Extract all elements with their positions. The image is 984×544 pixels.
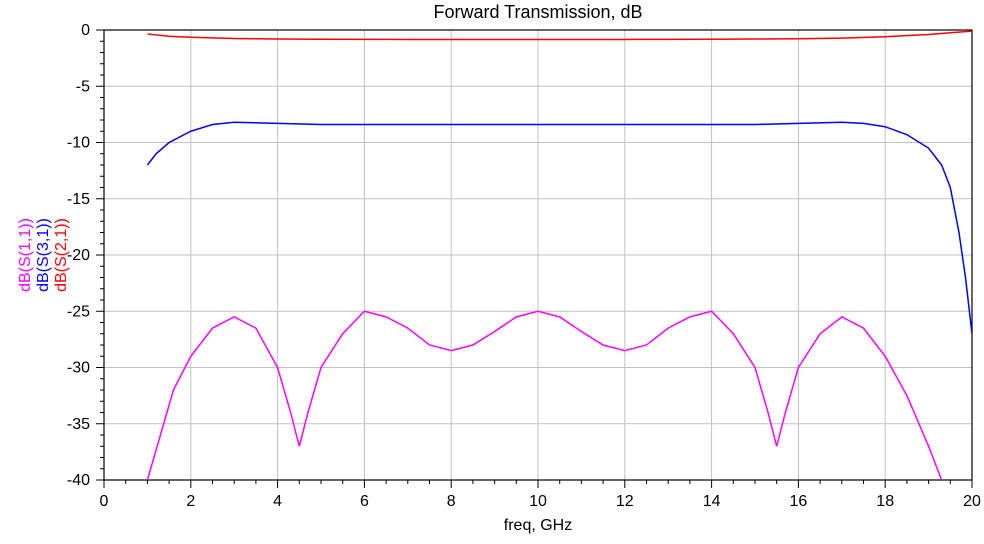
x-tick-label: 16	[790, 493, 808, 510]
y-tick-label: -25	[67, 303, 90, 320]
x-tick-label: 6	[360, 493, 369, 510]
x-tick-label: 14	[703, 493, 721, 510]
chart-container: Forward Transmission, dB 0 2 4 6 8 10 12 14 16 18 2…	[0, 0, 984, 544]
x-tick-label: 0	[100, 493, 109, 510]
y-axis-label: dB(S(1,1))	[17, 218, 34, 292]
chart-title: Forward Transmission, dB	[433, 2, 642, 22]
y-tick-label: -40	[67, 472, 90, 489]
x-tick-label: 2	[186, 493, 195, 510]
y-axis-label: dB(S(3,1))	[35, 218, 52, 292]
y-tick-label: -5	[76, 78, 90, 95]
y-tick-label: -20	[67, 247, 90, 264]
y-tick-label: 0	[81, 22, 90, 39]
x-tick-label: 20	[963, 493, 981, 510]
x-tick-label: 18	[876, 493, 894, 510]
x-tick-label: 4	[273, 493, 282, 510]
x-tick-label: 10	[529, 493, 547, 510]
y-tick-label: -15	[67, 191, 90, 208]
y-tick-label: -10	[67, 135, 90, 152]
y-axis-labels: dB(S(1,1))dB(S(3,1))dB(S(2,1))	[17, 218, 70, 292]
x-axis-label: freq, GHz	[504, 517, 572, 534]
y-tick-label: -30	[67, 360, 90, 377]
x-tick-label: 8	[447, 493, 456, 510]
transmission-chart: Forward Transmission, dB 0 2 4 6 8 10 12 14 16 18 2…	[0, 0, 984, 544]
y-axis-label: dB(S(2,1))	[53, 218, 70, 292]
x-tick-label: 12	[616, 493, 634, 510]
y-tick-label: -35	[67, 416, 90, 433]
